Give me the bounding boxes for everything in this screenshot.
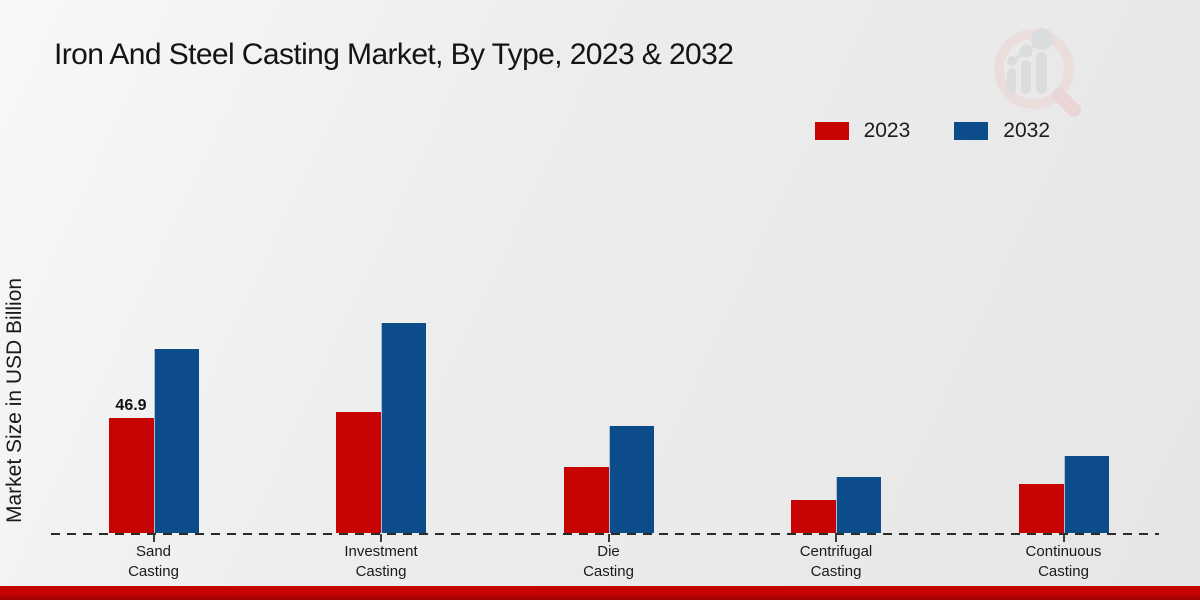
bar-2023-die-casting [563,467,609,533]
legend-swatch-2023 [814,122,849,140]
bar-group-continuous-casting [1018,456,1109,533]
legend-item-2023: 2023 [814,119,911,143]
magnifier-growth-chart-logo [994,28,1081,117]
logo-dot-medium [1019,44,1033,58]
x-axis-tick [835,534,837,542]
x-axis-category-label: Sand Casting [128,543,179,580]
bar-2032-investment-casting [381,323,426,533]
logo-bar-small [1007,68,1016,94]
bar-group-die-casting [563,426,654,533]
x-axis-baseline [51,533,1159,535]
bar-2032-die-casting [608,426,654,533]
x-axis-category-label: Investment Casting [344,543,418,580]
logo-bar-tall [1036,52,1047,94]
x-axis-tick [607,534,610,542]
bar-2023-sand-casting: 46.9 [108,397,154,533]
x-axis-tick [1062,534,1065,542]
footer-accent-band [0,586,1200,600]
legend-swatch-2032 [954,122,989,140]
legend-label-2032: 2032 [1003,119,1050,142]
bar-2032-continuous-casting [1063,456,1109,533]
bar-2023-continuous-casting [1018,484,1064,533]
x-axis-category-label: Centrifugal Casting [799,543,873,580]
bar-2032-sand-casting [153,349,199,533]
x-axis-category-label: Continuous Casting [1025,543,1102,580]
bar-2023-centrifugal-casting [791,500,836,533]
legend: 2023 2032 [814,119,1050,143]
bar-2023-investment-casting [336,412,381,533]
bar-group-investment-casting [336,323,426,533]
bar-2032-centrifugal-casting [836,477,881,533]
x-axis-category-label: Die Casting [583,543,634,580]
chart-title: Iron And Steel Casting Market, By Type, … [54,38,734,71]
legend-item-2032: 2032 [954,119,1050,143]
magnifier-handle [1052,88,1081,117]
data-label-2023-sand-casting: 46.9 [115,397,147,414]
y-axis-label: Market Size in USD Billion [3,277,26,523]
logo-dot-small [1007,56,1017,66]
logo-dot-large [1031,28,1053,50]
x-axis-tick [380,534,382,542]
bar-group-sand-casting: 46.9 [108,349,199,533]
bar-group-centrifugal-casting [791,477,881,533]
logo-bar-medium [1021,60,1031,94]
legend-label-2023: 2023 [863,119,911,142]
x-axis-tick [152,534,155,542]
